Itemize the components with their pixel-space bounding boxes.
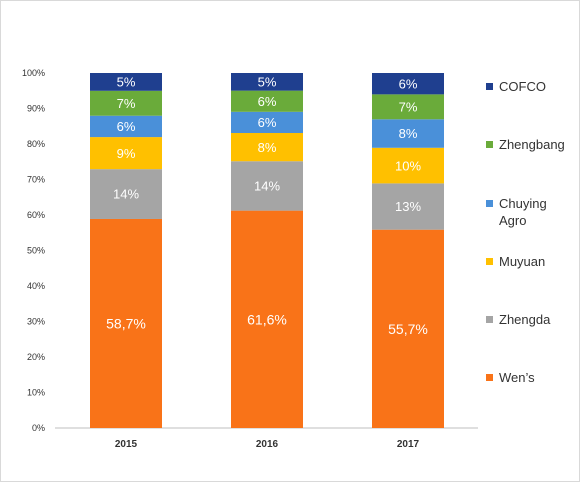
y-axis-ticks: 0% 10% 20% 30% 40% 50% 60% 70% 80% 90% 100% [22,68,45,433]
y-tick-label: 30% [27,317,45,327]
bar-segment [231,132,303,162]
data-label: 6% [117,119,136,134]
data-label: 10% [395,158,421,173]
data-label: 14% [254,179,280,194]
data-label: 9% [117,146,136,161]
x-axis-categories: 2015 2016 2017 [115,439,420,450]
y-tick-label: 50% [27,246,45,256]
x-category-label: 2017 [397,439,420,450]
bar-segment [372,147,444,184]
legend-swatch [486,83,493,90]
bar-segment [90,90,162,116]
bar-segment [372,119,444,148]
bar-segment [90,115,162,138]
bar-segment [90,137,162,170]
legend-label: Muyuan [499,254,545,269]
bar-segment [90,218,162,428]
bar-segment [231,90,303,112]
data-label: 8% [399,126,418,141]
legend-label: Zhengda [499,312,551,327]
data-label: 55,7% [388,321,428,337]
bar-segment [90,169,162,219]
bar-segment [90,73,162,91]
y-tick-label: 0% [32,423,45,433]
y-tick-label: 70% [27,175,45,185]
legend-label: COFCO [499,79,546,94]
legend-swatch [486,141,493,148]
bar-segment [372,94,444,120]
bar-segment [231,210,303,428]
legend-label: Zhengbang [499,137,565,152]
bar-segment [231,161,303,211]
data-label: 6% [258,115,277,130]
data-label: 6% [258,94,277,109]
y-tick-label: 10% [27,388,45,398]
y-tick-label: 40% [27,281,45,291]
y-tick-label: 80% [27,139,45,149]
legend-label: Wen’s [499,370,535,385]
x-category-label: 2016 [256,439,279,450]
legend: COFCO Zhengbang Chuying Agro Muyuan Zhengda We… [486,79,565,385]
data-label: 7% [399,100,418,115]
legend-swatch [486,374,493,381]
data-label: 61,6% [247,311,287,327]
y-tick-label: 100% [22,68,45,78]
data-label: 58,7% [106,316,146,332]
data-label: 5% [258,75,277,90]
legend-swatch [486,316,493,323]
bar-segment [231,111,303,133]
bar-segment [372,183,444,230]
data-label: 8% [258,140,277,155]
y-tick-label: 90% [27,104,45,114]
bar-segment [372,73,444,95]
x-category-label: 2015 [115,439,138,450]
data-label: 7% [117,96,136,111]
legend-swatch [486,258,493,265]
y-tick-label: 20% [27,352,45,362]
bars: 58,7% 14% 9% 6% 7% 5% 61,6% 14% 8% 6% 6% 5% 55,7% 13%… [90,73,444,428]
bar-segment [372,229,444,428]
data-label: 6% [399,76,418,91]
bar-segment [231,73,303,91]
legend-swatch [486,200,493,207]
legend-label: Chuying Agro [499,196,547,228]
y-tick-label: 60% [27,210,45,220]
data-label: 5% [117,75,136,90]
data-label: 14% [113,187,139,202]
data-label: 13% [395,199,421,214]
